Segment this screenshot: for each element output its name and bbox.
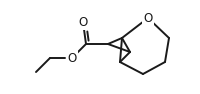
Text: O: O <box>67 52 77 64</box>
Text: O: O <box>78 16 88 28</box>
Text: O: O <box>143 11 153 25</box>
